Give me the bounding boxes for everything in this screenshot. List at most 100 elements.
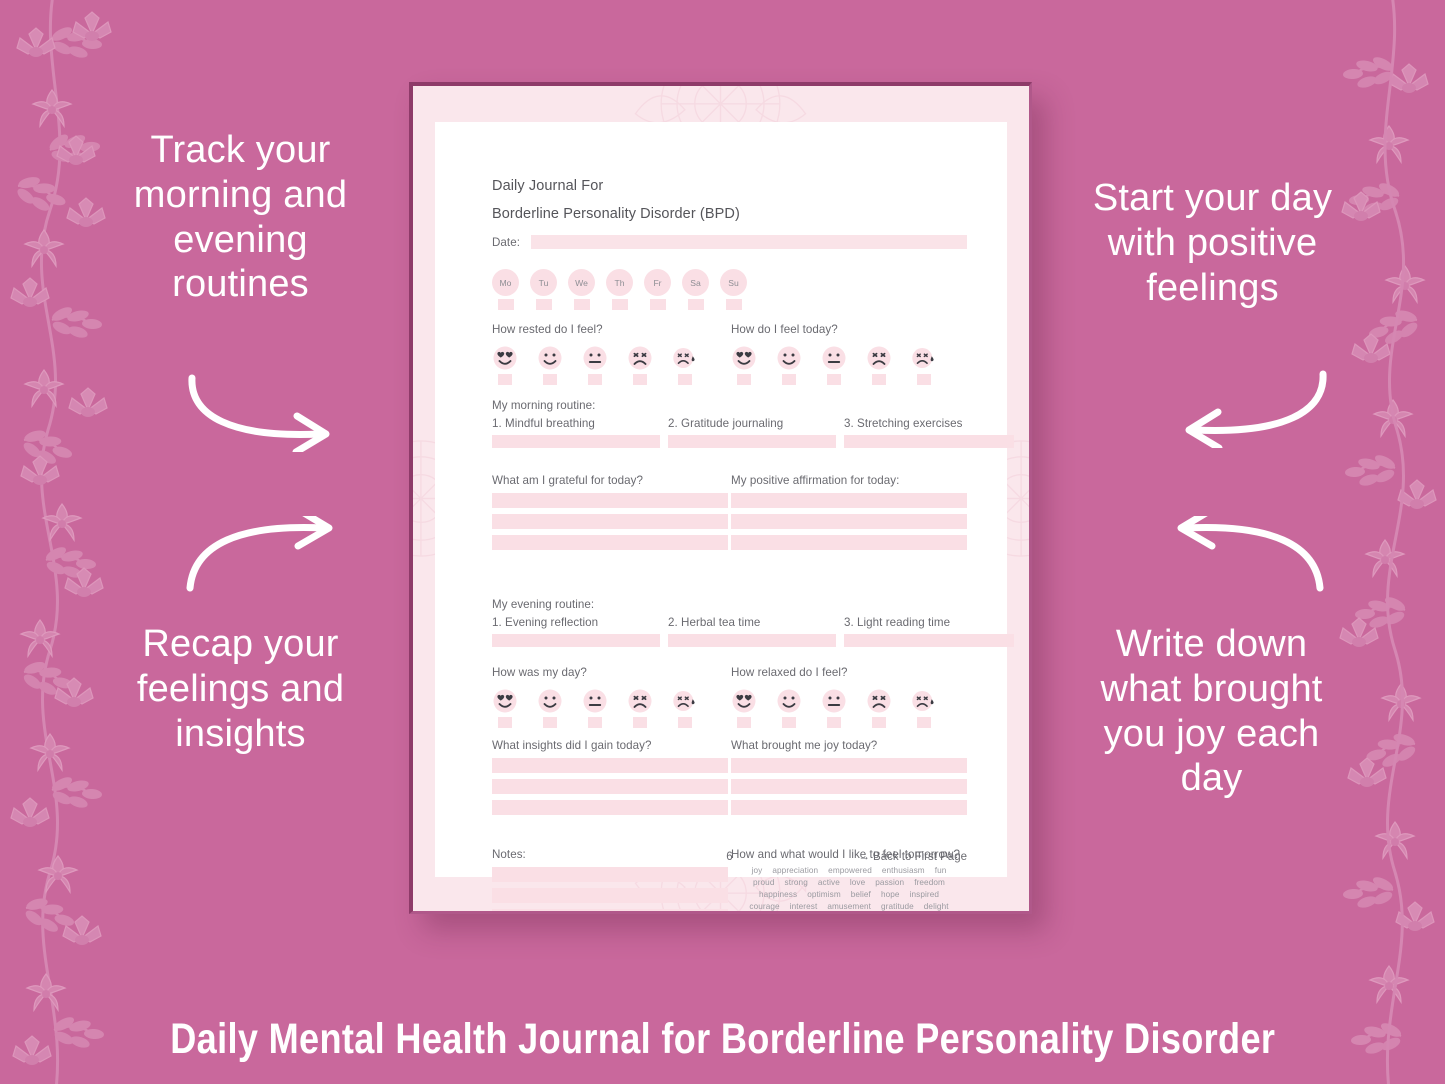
feeling-word[interactable]: optimism [807,889,841,899]
mood-checkbox[interactable] [782,717,796,728]
notes-line-3[interactable] [492,909,728,911]
feeling-word[interactable]: courage [749,901,780,911]
mood-option-heart-eyes[interactable] [731,688,757,728]
mood-option-frowning[interactable] [627,688,653,728]
affirmation-line-2[interactable] [731,514,967,529]
weekday-su-checkbox[interactable] [725,299,742,310]
date-input[interactable] [530,235,967,249]
feeling-word[interactable]: belief [850,889,871,899]
feeling-word[interactable]: proud [753,877,775,887]
mood-checkbox[interactable] [782,374,796,385]
weekday-tu[interactable]: Tu [530,269,557,310]
feeling-word[interactable]: appreciation [772,866,819,875]
mood-option-smiling[interactable] [776,688,802,728]
weekday-sa-checkbox[interactable] [687,299,704,310]
mood-checkbox[interactable] [588,717,602,728]
mood-option-heart-eyes[interactable] [492,688,518,728]
mood-option-smiling[interactable] [537,345,563,385]
insights-line-1[interactable] [492,758,728,773]
mood-option-smiling[interactable] [537,688,563,728]
weekday-mo[interactable]: Mo [492,269,519,310]
mood-checkbox[interactable] [872,717,886,728]
mood-checkbox[interactable] [498,374,512,385]
mood-option-frowning[interactable] [627,345,653,385]
mood-checkbox[interactable] [543,374,557,385]
mood-checkbox[interactable] [543,717,557,728]
feeling-word[interactable]: gratitude [881,901,914,911]
feeling-word[interactable]: active [817,877,840,887]
weekday-we-checkbox[interactable] [573,299,590,310]
mood-checkbox[interactable] [678,374,692,385]
feeling-word[interactable]: hope [880,889,900,899]
mood-checkbox[interactable] [737,374,751,385]
mood-checkbox[interactable] [917,374,931,385]
mood-checkbox[interactable] [827,374,841,385]
mood-checkbox[interactable] [872,374,886,385]
mood-option-heart-eyes[interactable] [731,345,757,385]
mood-checkbox[interactable] [498,717,512,728]
weekday-su[interactable]: Su [720,269,747,310]
evening-routine-input-3[interactable] [844,634,1014,647]
mood-option-heart-eyes[interactable] [492,345,518,385]
morning-routine-input-2[interactable] [668,435,836,448]
feeling-word[interactable]: inspired [909,889,940,899]
feeling-word[interactable]: fun [934,866,947,875]
weekday-fr[interactable]: Fr [644,269,671,310]
evening-routine-input-1[interactable] [492,634,660,647]
mood-option-smiling[interactable] [776,345,802,385]
grateful-line-3[interactable] [492,535,728,550]
feeling-word[interactable]: amusement [827,901,872,911]
feeling-word[interactable]: love [849,877,866,887]
mood-option-neutral[interactable] [821,345,847,385]
weekday-sa[interactable]: Sa [682,269,709,310]
mood-option-frowning[interactable] [866,688,892,728]
feeling-word[interactable]: interest [789,901,818,911]
feeling-word[interactable]: happiness [758,889,798,899]
mood-option-neutral[interactable] [582,345,608,385]
morning-routine-input-1[interactable] [492,435,660,448]
weekday-tu-checkbox[interactable] [535,299,552,310]
weekday-th[interactable]: Th [606,269,633,310]
mood-checkbox[interactable] [588,374,602,385]
joy-line-3[interactable] [731,800,967,815]
mood-option-crying[interactable] [911,345,937,385]
feeling-word[interactable]: joy [751,866,763,875]
morning-routine-input-3[interactable] [844,435,1014,448]
feeling-word[interactable]: delight [923,901,949,911]
affirmation-line-1[interactable] [731,493,967,508]
feeling-word[interactable]: empowered [828,866,872,875]
mood-option-neutral[interactable] [582,688,608,728]
weekday-fr-checkbox[interactable] [649,299,666,310]
joy-line-2[interactable] [731,779,967,794]
mood-checkbox[interactable] [737,717,751,728]
feeling-word[interactable]: enthusiasm [881,866,925,875]
notes-line-2[interactable] [492,888,728,903]
insights-line-2[interactable] [492,779,728,794]
mood-option-frowning[interactable] [866,345,892,385]
mood-option-crying[interactable] [672,345,698,385]
mood-checkbox[interactable] [633,717,647,728]
joy-line-1[interactable] [731,758,967,773]
mood-checkbox[interactable] [678,717,692,728]
insights-line-3[interactable] [492,800,728,815]
grateful-line-1[interactable] [492,493,728,508]
mood-option-neutral[interactable] [821,688,847,728]
feeling-word[interactable]: strong [784,877,808,887]
affirmation-line-3[interactable] [731,535,967,550]
grateful-line-2[interactable] [492,514,728,529]
weekday-we[interactable]: We [568,269,595,310]
journal-page[interactable]: Daily Journal For Borderline Personality… [409,82,1032,914]
notes-line-1[interactable] [492,867,728,882]
mood-checkbox[interactable] [633,374,647,385]
weekday-th-checkbox[interactable] [611,299,628,310]
evening-routine-input-2[interactable] [668,634,836,647]
morning-routine-item-3: 3. Stretching exercises [844,417,1014,448]
mood-option-crying[interactable] [672,688,698,728]
feeling-word[interactable]: freedom [914,877,945,887]
back-to-first-page-link[interactable]: → Back to First Page [858,851,967,863]
mood-checkbox[interactable] [827,717,841,728]
feeling-word[interactable]: passion [875,877,905,887]
weekday-mo-checkbox[interactable] [497,299,514,310]
mood-checkbox[interactable] [917,717,931,728]
mood-option-crying[interactable] [911,688,937,728]
